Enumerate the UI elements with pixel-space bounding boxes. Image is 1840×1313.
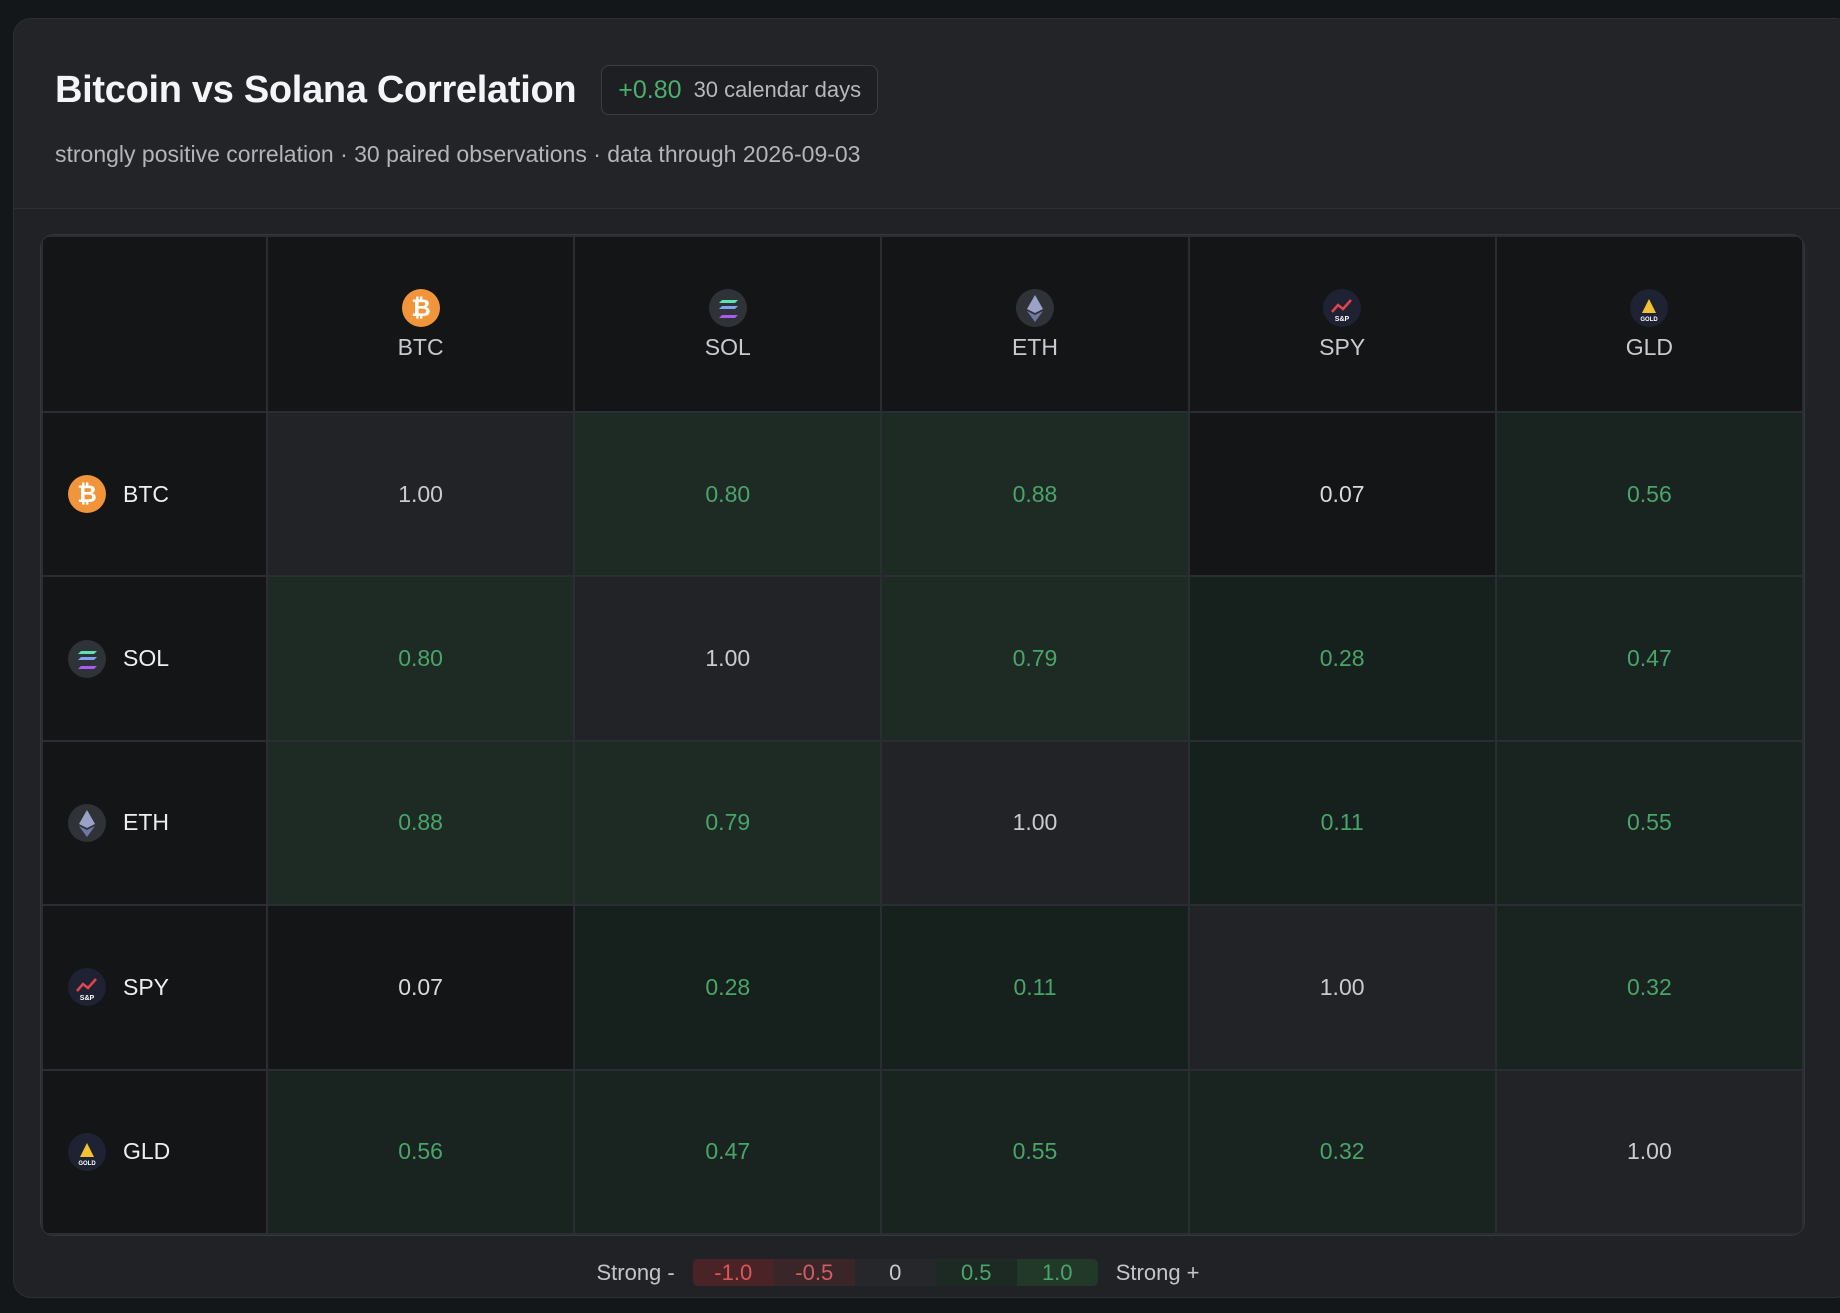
matrix-cell[interactable]: 0.32 (1494, 904, 1804, 1071)
matrix-cell[interactable]: 0.55 (880, 1068, 1190, 1235)
correlation-panel: Bitcoin vs Solana Correlation +0.80 30 c… (13, 18, 1840, 1298)
bitcoin-icon: ₿ (401, 288, 440, 327)
row-header-eth[interactable]: ETH (41, 739, 268, 907)
svg-text:S&P: S&P (1335, 316, 1350, 323)
matrix-cell[interactable]: 0.28 (573, 904, 883, 1071)
matrix-cell[interactable]: 0.56 (265, 1068, 576, 1235)
gold-icon: GOLD (1630, 288, 1669, 327)
matrix-corner (41, 235, 268, 413)
sp500-icon: S&P (68, 968, 106, 1007)
solana-icon (68, 639, 106, 678)
legend-swatch-zero: 0 (854, 1259, 936, 1286)
matrix-row-btc: ₿ BTC 1.00 0.80 0.88 0.07 0.56 (41, 410, 1804, 578)
svg-text:₿: ₿ (411, 295, 431, 322)
column-label: SOL (704, 333, 751, 360)
column-label: BTC (397, 333, 444, 360)
matrix-cell[interactable]: 1.00 (573, 575, 883, 742)
matrix-cell[interactable]: 0.47 (1494, 575, 1804, 742)
matrix-cell[interactable]: 0.07 (265, 904, 576, 1071)
correlation-value: +0.80 (618, 75, 682, 104)
matrix-cell[interactable]: 0.32 (1187, 1068, 1497, 1235)
column-label: ETH (1011, 333, 1058, 360)
matrix-cell[interactable]: 0.55 (1494, 739, 1804, 907)
panel-header: Bitcoin vs Solana Correlation +0.80 30 c… (14, 19, 1840, 209)
matrix-cell[interactable]: 1.00 (1187, 904, 1497, 1071)
column-label: GLD (1625, 333, 1674, 360)
matrix-cell[interactable]: 0.88 (880, 410, 1190, 578)
matrix-table: ₿ BTC SOL (41, 235, 1804, 1235)
title-row: Bitcoin vs Solana Correlation +0.80 30 c… (55, 65, 1840, 115)
column-header-sol[interactable]: SOL (573, 235, 883, 413)
matrix-cell[interactable]: 0.28 (1187, 575, 1497, 742)
matrix-cell[interactable]: 0.79 (880, 575, 1190, 742)
sp500-icon: S&P (1323, 288, 1362, 327)
row-label: SPY (123, 973, 170, 1000)
row-header-spy[interactable]: S&P SPY (41, 904, 268, 1071)
matrix-cell[interactable]: 0.07 (1187, 410, 1497, 578)
ethereum-icon (68, 803, 106, 842)
legend-left-label: Strong - (596, 1259, 675, 1285)
matrix-row-gld: GOLD GLD 0.56 0.47 0.55 0.32 1.00 (41, 1068, 1804, 1235)
page-title: Bitcoin vs Solana Correlation (55, 68, 577, 111)
legend-right-label: Strong + (1115, 1259, 1200, 1285)
row-header-sol[interactable]: SOL (41, 575, 268, 742)
matrix-cell[interactable]: 0.11 (1187, 739, 1497, 907)
legend-swatch-neg-mid: -0.5 (773, 1259, 855, 1286)
matrix-cell[interactable]: 1.00 (880, 739, 1190, 907)
color-legend: Strong - -1.0 -0.5 0 0.5 1.0 Strong + (14, 1259, 1840, 1286)
matrix-cell[interactable]: 1.00 (1494, 1068, 1804, 1235)
matrix-cell[interactable]: 0.47 (573, 1068, 883, 1235)
matrix-cell[interactable]: 0.79 (573, 739, 883, 907)
column-header-eth[interactable]: ETH (880, 235, 1190, 413)
row-label: BTC (123, 480, 169, 507)
svg-text:₿: ₿ (77, 481, 97, 508)
matrix-cell[interactable]: 0.56 (1494, 410, 1804, 578)
column-label: SPY (1319, 333, 1366, 360)
legend-swatch-pos-mid: 0.5 (935, 1259, 1017, 1286)
column-header-btc[interactable]: ₿ BTC (265, 235, 576, 413)
legend-swatch-pos-strong: 1.0 (1016, 1259, 1098, 1286)
ethereum-icon (1015, 288, 1054, 327)
matrix-row-eth: ETH 0.88 0.79 1.00 0.11 0.55 (41, 739, 1804, 907)
matrix-cell[interactable]: 1.00 (265, 410, 576, 578)
row-header-gld[interactable]: GOLD GLD (41, 1068, 268, 1235)
legend-swatches: -1.0 -0.5 0 0.5 1.0 (692, 1259, 1098, 1286)
row-label: GLD (123, 1138, 171, 1165)
legend-swatch-neg-strong: -1.0 (692, 1259, 774, 1286)
correlation-badge: +0.80 30 calendar days (601, 65, 879, 115)
svg-text:GOLD: GOLD (1641, 317, 1659, 323)
matrix-row-sol: SOL 0.80 1.00 0.79 0.28 0.47 (41, 575, 1804, 742)
svg-text:S&P: S&P (80, 995, 95, 1002)
page-subtitle: strongly positive correlation · 30 paire… (55, 141, 861, 167)
row-label: SOL (123, 645, 170, 672)
matrix-cell[interactable]: 0.88 (265, 739, 576, 907)
correlation-period: 30 calendar days (693, 77, 862, 102)
row-header-btc[interactable]: ₿ BTC (41, 410, 268, 578)
matrix-cell[interactable]: 0.80 (265, 575, 576, 742)
column-header-gld[interactable]: GOLD GLD (1494, 235, 1804, 413)
matrix-cell[interactable]: 0.80 (573, 410, 883, 578)
gold-icon: GOLD (68, 1132, 106, 1171)
solana-icon (708, 288, 747, 327)
column-header-spy[interactable]: S&P SPY (1187, 235, 1497, 413)
correlation-matrix: ₿ BTC SOL (40, 234, 1805, 1236)
matrix-row-spy: S&P SPY 0.07 0.28 0.11 1.00 0.32 (41, 904, 1804, 1071)
matrix-cell[interactable]: 0.11 (880, 904, 1190, 1071)
row-label: ETH (123, 809, 169, 836)
matrix-header-row: ₿ BTC SOL (41, 235, 1804, 413)
svg-text:GOLD: GOLD (78, 1161, 96, 1167)
bitcoin-icon: ₿ (68, 475, 106, 514)
